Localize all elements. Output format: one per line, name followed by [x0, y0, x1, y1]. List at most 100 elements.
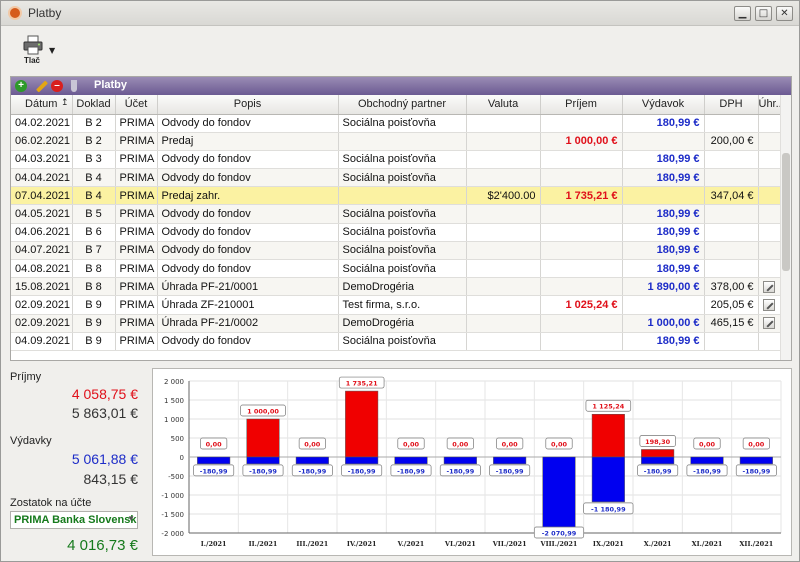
cell-dph [704, 150, 759, 170]
table-row[interactable]: 04.06.2021 B 6 PRIMA Odvody do fondov Sociál… [11, 223, 780, 242]
cell-edit [758, 150, 780, 170]
cell-exp: 180,99 € [622, 332, 705, 351]
x-tick-label: X./2021 [644, 540, 672, 548]
income-data-label-box [200, 437, 228, 450]
cell-inc: 1 025,24 € [540, 295, 623, 315]
income-data-label-box [693, 437, 721, 450]
column-header[interactable]: Popis [157, 95, 339, 115]
column-header[interactable]: Obchodný partner [338, 95, 467, 115]
edit-document-icon[interactable] [763, 317, 775, 330]
cell-date: 04.05.2021 [11, 204, 73, 224]
expense-bar [690, 456, 724, 465]
expense-data-label-box [489, 464, 531, 477]
expense-data-label-box [533, 526, 585, 539]
income-data-label-box [639, 435, 676, 447]
table-row[interactable]: 04.04.2021 B 4 PRIMA Odvody do fondov Sociál… [11, 168, 780, 188]
y-tick-label: 500 [171, 435, 184, 443]
cell-exp: 180,99 € [622, 204, 705, 224]
y-tick-label: 1 500 [164, 397, 184, 405]
cell-date: 04.04.2021 [11, 168, 73, 188]
cell-edit [758, 314, 780, 333]
edit-document-icon[interactable] [763, 299, 775, 312]
column-header[interactable]: Doklad [72, 95, 116, 115]
cell-exp: 180,99 € [622, 150, 705, 170]
print-label: Tlač [23, 56, 40, 65]
expense-bar [345, 456, 379, 465]
expense-bar [739, 456, 773, 465]
add-icon[interactable]: + [15, 80, 27, 92]
cell-acc: PRIMA [115, 241, 158, 261]
income-data-label-box [545, 437, 573, 450]
table-row[interactable]: 04.05.2021 B 5 PRIMA Odvody do fondov Sociál… [11, 204, 780, 224]
column-header[interactable]: Valuta [466, 95, 541, 115]
edit-document-icon[interactable] [763, 280, 775, 293]
cell-date: 07.04.2021 [11, 186, 73, 206]
x-tick-label: XII./2021 [739, 540, 773, 548]
cell-desc: Odvody do fondov [157, 204, 339, 224]
income-label: Príjmy [10, 371, 42, 383]
table-row[interactable]: 04.02.2021 B 2 PRIMA Odvody do fondov Sociál… [11, 114, 780, 133]
y-tick-label: -1 000 [161, 492, 184, 500]
cell-date: 04.08.2021 [11, 259, 73, 279]
table-row[interactable]: 04.09.2021 B 9 PRIMA Odvody do fondov Sociál… [11, 332, 780, 351]
expense-data-label-box [583, 502, 634, 515]
cell-valuta [466, 223, 541, 242]
x-tick-label: I./2021 [201, 540, 227, 548]
cell-acc: PRIMA [115, 150, 158, 170]
cell-dph: 465,15 € [704, 314, 759, 333]
income-data-label: 0,00 [206, 441, 223, 449]
table-row[interactable]: 06.02.2021 B 2 PRIMA Predaj 1 000,00 € 200,00… [11, 132, 780, 151]
income-data-label: 1 000,00 [247, 408, 279, 416]
table-row[interactable]: 04.08.2021 B 8 PRIMA Odvody do fondov Sociál… [11, 259, 780, 279]
chevron-down-icon[interactable]: ▼ [127, 514, 135, 523]
column-header[interactable]: Úhr... [758, 95, 780, 115]
payments-table: Dátum ↥ Doklad Účet Popis Obchodný partner Val… [11, 95, 780, 360]
table-row[interactable]: 04.07.2021 B 7 PRIMA Odvody do fondov Sociál… [11, 241, 780, 261]
cell-dph: 205,05 € [704, 295, 759, 315]
column-header[interactable]: Dátum ↥ [11, 95, 73, 115]
cell-desc: Odvody do fondov [157, 114, 339, 133]
expense-data-label: -1 180,99 [591, 505, 626, 513]
edit-icon[interactable] [35, 80, 49, 93]
expense-data-label: -180,99 [200, 467, 228, 475]
table-row[interactable]: 07.04.2021 B 4 PRIMA Predaj zahr. $2'400.00 1… [11, 186, 780, 206]
minimize-button[interactable]: ▁ [734, 6, 751, 21]
delete-icon[interactable]: – [51, 80, 63, 92]
table-row[interactable]: 02.09.2021 B 9 PRIMA Úhrada PF-21/0002 DemoD… [11, 314, 780, 333]
cell-date: 06.02.2021 [11, 132, 73, 151]
expense-data-label: -180,99 [496, 467, 524, 475]
cell-desc: Úhrada ZF-210001 [157, 295, 339, 315]
column-header[interactable]: Účet [115, 95, 158, 115]
expense-bar [542, 456, 576, 536]
cell-desc: Odvody do fondov [157, 150, 339, 170]
table-scrollbar[interactable] [780, 95, 791, 360]
print-dropdown-arrow-icon[interactable]: ▼ [49, 46, 56, 55]
y-tick-label: 2 000 [164, 378, 184, 386]
scrollbar-thumb[interactable] [782, 153, 790, 271]
print-button[interactable]: Tlač [18, 35, 48, 67]
maximize-button[interactable]: □ [755, 6, 772, 21]
account-select[interactable]: PRIMA Banka Slovensko ▼ [10, 511, 138, 529]
cell-desc: Úhrada PF-21/0001 [157, 277, 339, 297]
expense-bar [591, 456, 625, 503]
column-header[interactable]: Príjem [540, 95, 623, 115]
table-row[interactable]: 15.08.2021 B 8 PRIMA Úhrada PF-21/0001 DemoD… [11, 277, 780, 297]
close-button[interactable]: ✕ [776, 6, 793, 21]
cell-partner: Sociálna poisťovňa [338, 332, 467, 351]
cell-acc: PRIMA [115, 223, 158, 242]
cell-partner: Sociálna poisťovňa [338, 114, 467, 133]
cell-edit [758, 277, 780, 297]
table-row[interactable]: 02.09.2021 B 9 PRIMA Úhrada ZF-210001 Test f… [11, 295, 780, 315]
filter-icon[interactable] [71, 80, 77, 92]
panel-header: + – Platby [11, 77, 791, 95]
cell-exp: 1 890,00 € [622, 277, 705, 297]
column-header[interactable]: DPH [704, 95, 759, 115]
cell-doc: B 9 [72, 295, 116, 315]
cell-desc: Predaj [157, 132, 339, 151]
income-data-label-box [397, 437, 425, 450]
cell-date: 04.07.2021 [11, 241, 73, 261]
table-row[interactable]: 04.03.2021 B 3 PRIMA Odvody do fondov Sociál… [11, 150, 780, 170]
column-header[interactable]: Výdavok [622, 95, 705, 115]
cell-acc: PRIMA [115, 277, 158, 297]
income-data-label: 0,00 [452, 441, 469, 449]
